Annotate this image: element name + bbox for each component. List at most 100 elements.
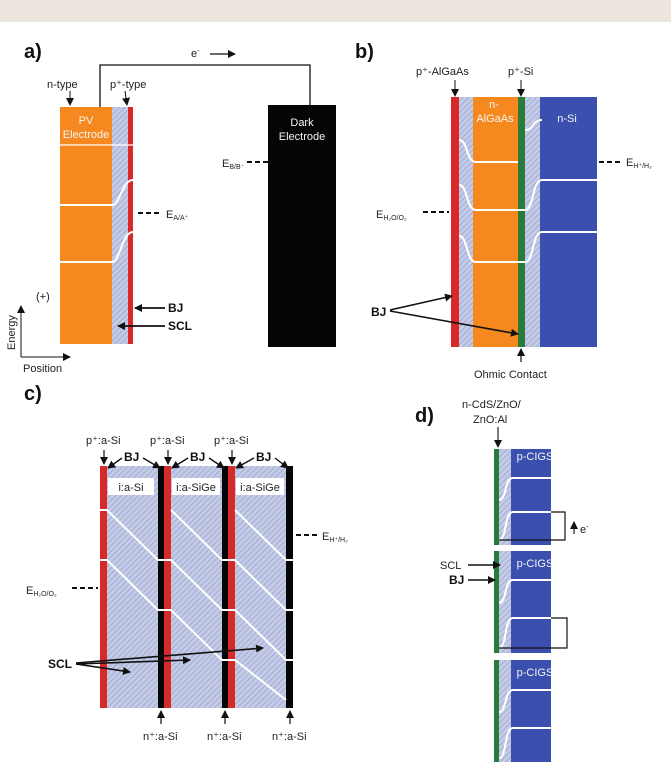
a-position-label: Position [23,363,62,375]
c-bj-label-1: BJ [124,450,139,464]
b-n-algaas-label-1: n- [489,99,499,111]
c-top-label-2: p⁺:a-Si [150,435,185,447]
c-layer-box-1 [108,478,154,495]
c-p-1 [100,466,107,708]
c-bj-arrow-3b [274,457,289,469]
panel-a: a) e- PV Electrode n-type p⁺-type Dark E… [6,41,336,375]
b-p-si-label: p⁺-Si [508,66,533,78]
panel-b-letter: b) [355,41,374,63]
c-bottom-label-3: n⁺:a-Si [272,731,307,743]
c-p-2 [164,466,171,708]
c-band-3 [170,509,293,611]
c-bj-arrow-1a [107,457,123,469]
panel-a-letter: a) [24,41,42,63]
a-pv-label-2: Electrode [63,129,109,141]
a-scl-label: SCL [168,319,192,333]
a-band-vb [60,231,134,263]
b-p-algaas [451,97,459,347]
d-cds-3 [494,660,499,762]
b-bj-arrow-2 [389,310,519,337]
c-layer-label-3: i:a-SiGe [240,482,280,494]
d-scl-1 [499,449,511,545]
c-band-2 [100,559,287,701]
c-i-2 [171,466,222,708]
b-band-2 [458,231,597,263]
a-pv-orange [60,107,112,344]
c-n-3 [286,466,293,708]
c-bj-label-2: BJ [190,450,205,464]
c-top-label-3: p⁺:a-Si [214,435,249,447]
d-band-1b [498,511,551,541]
d-cigs-label-2: p-CIGS [517,558,554,570]
c-i-3 [235,466,286,708]
a-plus-label: (+) [36,291,50,303]
b-n-si-label: n-Si [557,113,577,125]
d-scl-2 [499,551,511,653]
a-ebb-label: EB/B⁻ [222,158,245,171]
d-cigs-1 [511,449,551,545]
d-band-3a [498,689,551,713]
a-dark-label-2: Electrode [279,131,325,143]
d-top-label-1: n-CdS/ZnO/ [462,399,522,411]
b-bj-arrow-1 [389,293,453,311]
a-p-type-label: p⁺-type [110,79,146,91]
c-eh2o-label: EH₂O/O₂ [26,585,57,598]
a-scl-region [112,107,128,344]
c-scl-arrow-2 [75,656,191,665]
c-bottom-label-2: n⁺:a-Si [207,731,242,743]
b-eh2o-label: EH₂O/O₂ [376,209,407,222]
panel-b: b) n- AlGaAs n-Si p⁺-AlGaAs p⁺-Si EH⁺/H₂ [355,41,652,381]
c-i-1 [107,466,158,708]
b-p-algaas-label: p⁺-AlGaAs [416,66,469,78]
c-scl-arrow-3 [75,644,264,664]
c-bj-arrow-3a [235,457,255,469]
a-eaa-label: EA/A⁺ [166,209,189,222]
d-wire-1 [499,511,566,541]
d-cigs-label-3: p-CIGS [517,667,554,679]
c-top-label-1: p⁺:a-Si [86,435,121,447]
a-electron-label: e- [191,48,200,60]
b-bj-label: BJ [371,305,386,319]
a-wire [99,64,311,107]
b-scl-1 [459,97,473,347]
c-scl-arrow-1 [75,663,131,675]
panel-d: d) n-CdS/ZnO/ ZnO:Al p-CIGS p-CIGS p-CIG… [415,399,589,762]
c-band-4 [234,509,293,561]
a-band-cb [60,179,134,206]
b-band-0 [458,139,518,163]
d-band-2b [498,617,551,649]
c-bj-arrow-2a [171,457,189,469]
a-p-layer [128,107,133,344]
c-bj-arrow-1b [142,457,161,469]
d-electron-label: e- [580,524,589,536]
b-n-si [540,97,597,347]
c-scl-label: SCL [48,657,72,671]
a-pv-label-1: PV [79,115,94,127]
panel-c: c) i:a-Si i:a-SiGe i:a-SiGe [24,383,348,743]
d-band-2a [498,579,551,604]
d-scl-label: SCL [440,560,461,572]
c-n-1 [158,466,164,708]
c-eh-label: EH⁺/H₂ [322,531,348,544]
d-cds-2 [494,551,499,653]
c-layer-label-2: i:a-SiGe [176,482,216,494]
header-bar [0,0,671,22]
a-bj-label: BJ [168,301,183,315]
b-ohmic-label: Ohmic Contact [474,369,547,381]
b-scl-2 [525,97,540,347]
c-bottom-label-1: n⁺:a-Si [143,731,178,743]
d-wire-2 [499,617,568,649]
d-bj-label: BJ [449,573,464,587]
c-layer-box-3 [236,478,284,495]
b-band-1 [458,179,597,211]
d-band-3b [498,727,551,759]
c-bj-label-3: BJ [256,450,271,464]
c-p-3 [228,466,235,708]
b-eh-label: EH⁺/H₂ [626,157,652,170]
c-band-1 [100,509,293,661]
d-cigs-3 [511,660,551,762]
a-dark-label-1: Dark [290,117,314,129]
c-layer-label-1: i:a-Si [118,482,143,494]
